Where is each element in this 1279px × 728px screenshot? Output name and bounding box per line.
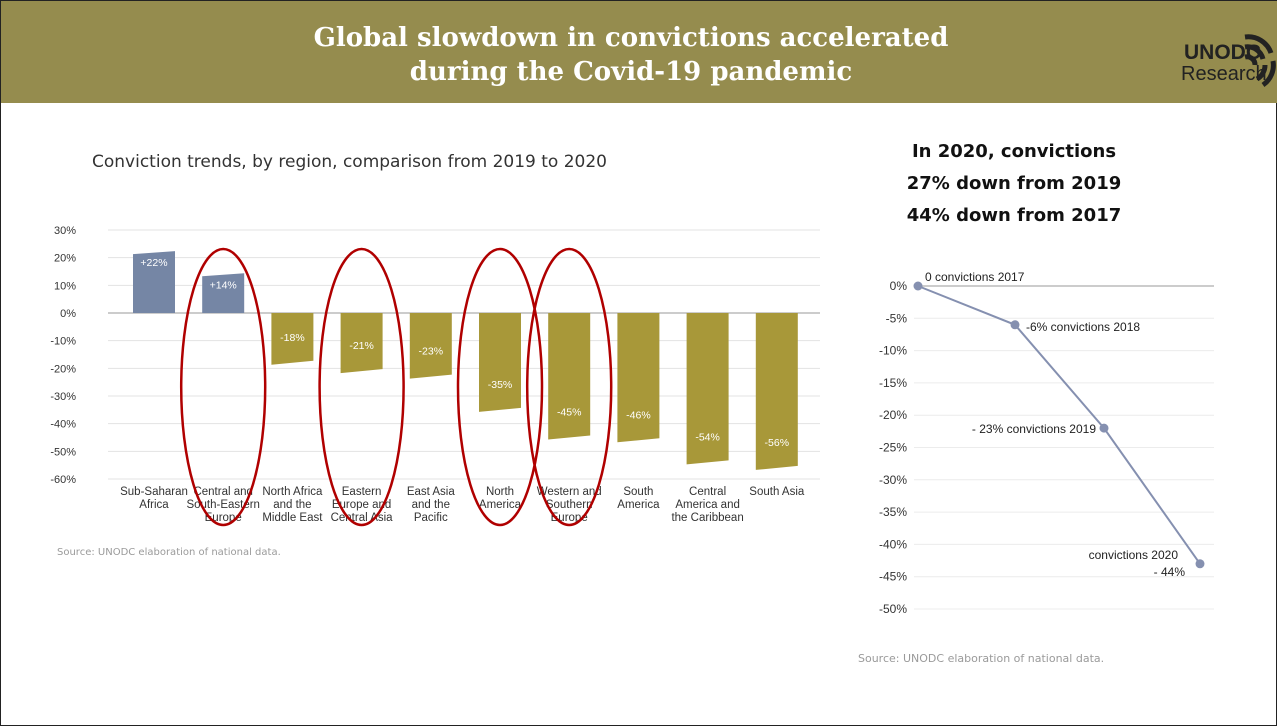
highlight-ellipse bbox=[179, 247, 267, 527]
x-category-label: Central Asia bbox=[331, 512, 394, 524]
globe-arcs-icon bbox=[1244, 34, 1276, 88]
unodc-research-logo: UNODC Research bbox=[1177, 23, 1277, 95]
line-chart-source: Source: UNODC elaboration of national da… bbox=[858, 652, 1105, 665]
point-label: - 44% bbox=[1154, 565, 1186, 579]
x-category-label: East Asia bbox=[407, 486, 456, 498]
point-label: 0 convictions 2017 bbox=[925, 270, 1025, 284]
x-category-label: Southern bbox=[546, 499, 593, 511]
x-category-label: Pacific bbox=[414, 512, 448, 524]
slide-title: Global slowdown in convictions accelerat… bbox=[201, 21, 1061, 89]
bar-value-label: -46% bbox=[626, 409, 651, 421]
bar-value-label: -21% bbox=[349, 340, 374, 352]
x-category-label: and the bbox=[273, 499, 311, 511]
y-tick-label: -20% bbox=[50, 363, 76, 375]
data-point bbox=[1099, 423, 1109, 433]
x-category-label: Europe and bbox=[332, 499, 391, 511]
bar bbox=[409, 313, 452, 379]
x-category-label: Eastern bbox=[342, 486, 382, 498]
highlight-ellipse bbox=[318, 247, 405, 527]
bar bbox=[133, 251, 175, 313]
x-category-label: Western and bbox=[537, 486, 602, 498]
y-tick-label: -10% bbox=[50, 336, 76, 348]
y-tick-label: -40% bbox=[879, 537, 907, 551]
x-category-label: Africa bbox=[139, 499, 169, 511]
y-tick-label: -45% bbox=[879, 570, 907, 584]
heading-line-1: In 2020, convictions bbox=[911, 141, 1117, 162]
x-category-label: and the bbox=[412, 499, 450, 511]
y-tick-label: 0% bbox=[60, 308, 76, 320]
highlight-ellipse bbox=[456, 247, 544, 527]
bar-value-label: -56% bbox=[765, 437, 790, 449]
x-category-label: the Caribbean bbox=[671, 512, 743, 524]
y-tick-label: 0% bbox=[890, 279, 908, 293]
x-category-label: South-Eastern bbox=[186, 499, 260, 511]
y-tick-label: -30% bbox=[879, 473, 907, 487]
y-tick-label: 30% bbox=[54, 225, 76, 237]
y-tick-label: -5% bbox=[886, 311, 908, 325]
data-point bbox=[913, 281, 923, 291]
series-line bbox=[917, 285, 1201, 565]
x-category-label: Middle East bbox=[262, 512, 323, 524]
bar-chart: 30% 20% 10% 0% -10% -20% -30% -40% -50% -60% +22% S… bbox=[50, 225, 820, 527]
x-category-label: Central bbox=[689, 486, 726, 498]
bar-chart-title: Conviction trends, by region, comparison… bbox=[92, 152, 607, 172]
y-tick-label: -10% bbox=[879, 344, 907, 358]
bar bbox=[755, 313, 798, 470]
x-category-label: South bbox=[623, 486, 653, 498]
y-tick-label: -50% bbox=[879, 602, 907, 616]
bar-value-label: +14% bbox=[210, 279, 237, 291]
point-label: - 23% convictions 2019 bbox=[972, 422, 1096, 436]
bar bbox=[617, 313, 660, 443]
y-tick-label: -60% bbox=[50, 474, 76, 486]
header-banner: Global slowdown in convictions accelerat… bbox=[1, 1, 1277, 103]
bar-value-label: -18% bbox=[280, 332, 305, 344]
data-point bbox=[1195, 559, 1205, 569]
logo-text-unodc: UNODC bbox=[1184, 41, 1261, 64]
bar bbox=[686, 313, 729, 465]
x-category-label: America and bbox=[675, 499, 740, 511]
bar-value-label: +22% bbox=[140, 257, 167, 269]
y-tick-label: -35% bbox=[879, 505, 907, 519]
line-chart: 0% -5% -10% -15% -20% -25% -30% -35% -40% -45% -50… bbox=[879, 270, 1214, 616]
x-category-label: Sub-Saharan bbox=[120, 486, 188, 498]
bar bbox=[548, 313, 591, 440]
y-tick-label: -30% bbox=[50, 391, 76, 403]
slide-title-line-2: during the Covid-19 pandemic bbox=[409, 57, 853, 87]
bar-value-label: -54% bbox=[695, 431, 720, 443]
y-tick-label: -15% bbox=[879, 376, 907, 390]
bar-chart-source: Source: UNODC elaboration of national da… bbox=[57, 547, 281, 558]
y-tick-label: 10% bbox=[54, 280, 76, 292]
x-category-label: North bbox=[486, 486, 514, 498]
y-tick-label: -40% bbox=[50, 419, 76, 431]
y-tick-label: -50% bbox=[50, 446, 76, 458]
x-category-label: Central and bbox=[193, 486, 252, 498]
line-chart-heading: In 2020, convictions 27% down from 2019 … bbox=[868, 136, 1160, 232]
x-category-label: South Asia bbox=[749, 486, 805, 498]
heading-line-2: 27% down from 2019 bbox=[906, 173, 1122, 194]
y-tick-label: -20% bbox=[879, 408, 907, 422]
x-category-label: America bbox=[617, 499, 660, 511]
x-category-label: America bbox=[479, 499, 522, 511]
bar bbox=[271, 313, 314, 365]
point-label: convictions 2020 bbox=[1089, 548, 1179, 562]
bar bbox=[479, 313, 521, 412]
x-category-label: North Africa bbox=[262, 486, 323, 498]
y-tick-label: -25% bbox=[879, 441, 907, 455]
bar-value-label: -23% bbox=[419, 346, 444, 358]
highlight-ellipse bbox=[525, 247, 613, 527]
heading-line-3: 44% down from 2017 bbox=[906, 205, 1122, 226]
bar bbox=[202, 273, 245, 313]
slide-title-line-1: Global slowdown in convictions accelerat… bbox=[313, 23, 949, 53]
bar-value-label: -35% bbox=[488, 379, 513, 391]
logo-text-research: Research bbox=[1181, 63, 1267, 85]
bar bbox=[340, 313, 383, 374]
bar-value-label: -45% bbox=[557, 407, 582, 419]
point-label: -6% convictions 2018 bbox=[1026, 320, 1140, 334]
y-tick-label: 20% bbox=[54, 253, 76, 265]
data-point bbox=[1010, 320, 1020, 330]
